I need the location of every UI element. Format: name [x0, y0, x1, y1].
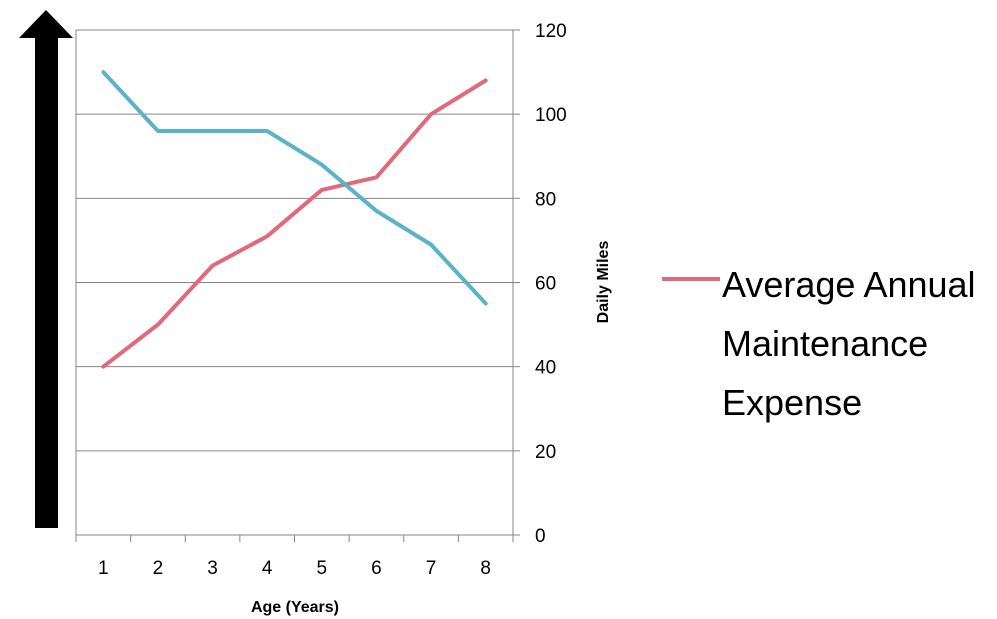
x-tick-label: 1 — [98, 558, 109, 579]
legend-label: Average Annual Maintenance Expense — [722, 264, 976, 423]
tick-labels: 0 20 40 60 80 100 120 1 2 3 4 5 6 7 8 — [98, 21, 567, 579]
x-axis-title: Age (Years) — [251, 599, 339, 616]
y-tick-label: 40 — [535, 358, 556, 379]
series-lines — [101, 70, 488, 369]
x-tick-label: 4 — [262, 558, 273, 579]
series-line-2 — [101, 70, 488, 306]
x-tick-label: 8 — [480, 558, 491, 579]
y-tick-label: 80 — [535, 189, 556, 210]
y-tick-label: 120 — [535, 21, 567, 42]
y-tick-label: 20 — [535, 442, 556, 463]
y-axis-title: Daily Miles — [595, 241, 612, 324]
black-up-arrow-icon — [19, 10, 73, 528]
y-tick-label: 0 — [535, 526, 546, 547]
series-line-1 — [101, 78, 488, 369]
x-tick-label: 2 — [153, 558, 164, 579]
y-tick-label: 60 — [535, 274, 556, 295]
x-tick-label: 3 — [207, 558, 218, 579]
x-tick-label: 5 — [317, 558, 328, 579]
x-tick-label: 7 — [426, 558, 437, 579]
x-tick-label: 6 — [371, 558, 382, 579]
axes — [75, 29, 520, 542]
gridlines — [76, 29, 513, 452]
y-tick-label: 100 — [535, 105, 567, 126]
